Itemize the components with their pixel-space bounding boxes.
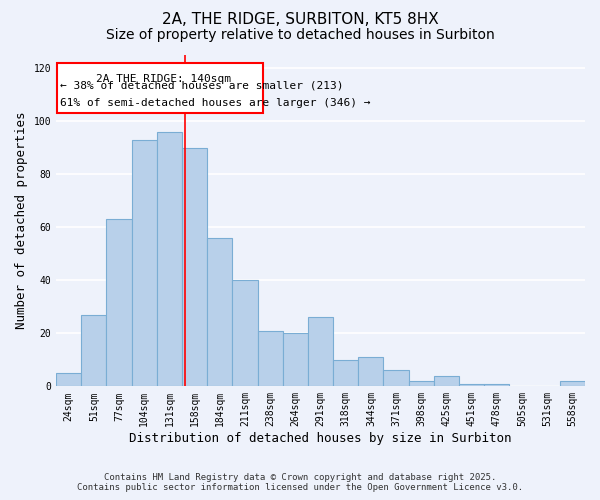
Text: ← 38% of detached houses are smaller (213): ← 38% of detached houses are smaller (21…	[61, 80, 344, 90]
Bar	[333, 360, 358, 386]
Text: 61% of semi-detached houses are larger (346) →: 61% of semi-detached houses are larger (…	[61, 98, 371, 108]
Bar	[207, 238, 232, 386]
Bar	[434, 376, 459, 386]
Bar	[308, 318, 333, 386]
Bar	[232, 280, 257, 386]
Bar	[56, 373, 81, 386]
Bar	[560, 381, 585, 386]
X-axis label: Distribution of detached houses by size in Surbiton: Distribution of detached houses by size …	[129, 432, 512, 445]
Bar	[182, 148, 207, 386]
Bar	[81, 315, 106, 386]
Bar	[131, 140, 157, 386]
Bar	[484, 384, 509, 386]
Bar	[56, 63, 263, 114]
Bar	[383, 370, 409, 386]
Bar	[106, 220, 131, 386]
Bar	[409, 381, 434, 386]
Bar	[459, 384, 484, 386]
Bar	[358, 357, 383, 386]
Bar	[257, 330, 283, 386]
Text: 2A, THE RIDGE, SURBITON, KT5 8HX: 2A, THE RIDGE, SURBITON, KT5 8HX	[161, 12, 439, 28]
Text: Contains HM Land Registry data © Crown copyright and database right 2025.
Contai: Contains HM Land Registry data © Crown c…	[77, 473, 523, 492]
Y-axis label: Number of detached properties: Number of detached properties	[15, 112, 28, 330]
Text: 2A THE RIDGE: 140sqm: 2A THE RIDGE: 140sqm	[96, 74, 231, 84]
Text: Size of property relative to detached houses in Surbiton: Size of property relative to detached ho…	[106, 28, 494, 42]
Bar	[157, 132, 182, 386]
Bar	[283, 334, 308, 386]
